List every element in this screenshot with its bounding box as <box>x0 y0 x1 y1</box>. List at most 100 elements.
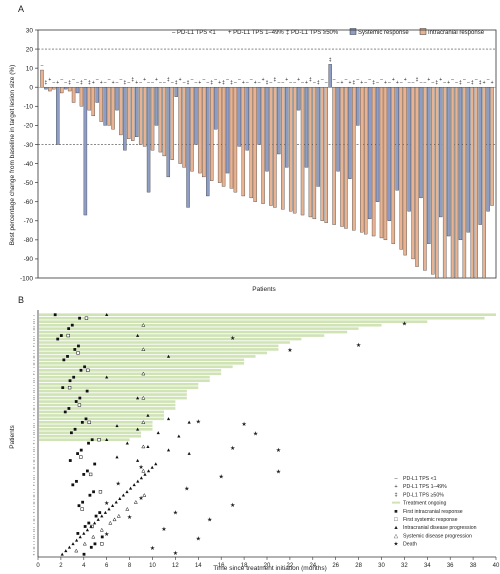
legend-label: ‡ PD-L1 TPS ≥50% <box>286 30 339 36</box>
y-tick-label: -80 <box>24 237 34 244</box>
pd-l1-marker: – <box>408 80 411 86</box>
intracranial-progression-marker <box>136 479 140 483</box>
row-pd-l1-marker: – <box>33 497 35 501</box>
intracranial-progression-marker <box>139 476 143 480</box>
pd-l1-marker: + <box>427 77 430 83</box>
first-intracranial-response-marker <box>59 334 63 337</box>
first-intracranial-response-marker <box>76 452 79 455</box>
waterfall-bar <box>56 87 60 145</box>
pd-l1-marker: – <box>104 80 107 86</box>
legend-label: First intracranial response <box>403 509 463 515</box>
pd-l1-marker: ‡ <box>266 80 269 86</box>
first-intracranial-response-marker <box>90 438 94 442</box>
first-intracranial-response-marker <box>82 552 86 556</box>
intracranial-progression-marker <box>115 424 119 428</box>
intracranial-progression-marker <box>60 552 64 556</box>
row-pd-l1-marker: – <box>33 470 35 474</box>
row-pd-l1-marker: – <box>33 324 35 328</box>
waterfall-bar <box>79 87 84 107</box>
pd-l1-marker: – <box>345 77 348 83</box>
first-intracranial-response-marker <box>62 358 66 362</box>
waterfall-bar <box>91 87 96 117</box>
systemic-progression-marker <box>116 513 121 518</box>
waterfall-bar <box>52 87 56 90</box>
waterfall-bar <box>83 87 88 216</box>
waterfall-bar <box>269 87 273 206</box>
y-tick-label: -50 <box>24 180 34 187</box>
row-pd-l1-marker: – <box>33 522 35 526</box>
intracranial-progression-marker <box>78 535 82 539</box>
pd-l1-marker: ‡ <box>459 80 462 86</box>
y-tick-label: -30 <box>24 142 34 149</box>
waterfall-bar <box>344 87 348 229</box>
row-pd-l1-marker: + <box>33 345 35 349</box>
legend-label: Systemic response <box>358 30 409 36</box>
y-tick-label: -90 <box>24 256 34 263</box>
row-pd-l1-marker: – <box>33 411 35 415</box>
pd-l1-marker: ‡ <box>372 80 375 86</box>
first-intracranial-response-marker <box>73 427 77 431</box>
pd-l1-marker: + <box>447 80 450 86</box>
pd-l1-marker: – <box>364 80 367 86</box>
y-tick-label: -10 <box>24 104 34 111</box>
pd-l1-marker: – <box>420 80 423 86</box>
intracranial-progression-marker <box>115 455 119 459</box>
x-tick-label: 30 <box>378 563 385 569</box>
pd-l1-marker: – <box>270 80 273 86</box>
intracranial-progression-marker <box>154 462 158 466</box>
first-intracranial-response-marker <box>88 493 92 497</box>
x-tick-label: 26 <box>332 563 339 569</box>
x-tick-label: 0 <box>36 563 40 569</box>
pd-l1-marker: + <box>396 80 399 86</box>
waterfall-bar <box>383 87 388 241</box>
waterfall-bar <box>48 87 52 92</box>
pd-l1-marker: – <box>202 77 205 83</box>
intracranial-progression-marker <box>71 542 75 546</box>
systemic-progression-marker <box>142 493 147 497</box>
first-intracranial-response-marker <box>71 483 75 487</box>
systemic-progression-marker <box>141 347 146 351</box>
pd-l1-marker: – <box>487 77 490 83</box>
waterfall-bar <box>435 87 439 279</box>
waterfall-bar <box>213 87 218 130</box>
row-pd-l1-marker: – <box>33 525 35 529</box>
waterfall-bar <box>261 87 265 204</box>
row-pd-l1-marker: – <box>33 532 35 536</box>
first-intracranial-response-marker <box>72 375 76 379</box>
legend-symbol: ■ <box>394 509 398 515</box>
intracranial-progression-marker <box>166 354 171 358</box>
waterfall-bar <box>403 87 407 256</box>
first-intracranial-response-marker <box>75 479 78 483</box>
waterfall-bar <box>225 87 230 174</box>
pd-l1-marker: ‡ <box>123 80 126 86</box>
pd-l1-marker: + <box>483 80 486 86</box>
waterfall-bar <box>399 87 403 250</box>
first-intracranial-response-marker <box>77 344 80 348</box>
systemic-progression-marker <box>112 517 117 522</box>
row-pd-l1-marker: – <box>33 445 35 449</box>
waterfall-bar <box>190 87 194 172</box>
legend-label: Death <box>403 542 417 548</box>
intracranial-progression-marker <box>146 469 151 473</box>
pd-l1-marker: – <box>238 77 241 83</box>
waterfall-bar <box>75 87 80 94</box>
intracranial-progression-marker <box>136 396 140 400</box>
waterfall-bar <box>324 87 328 223</box>
row-pd-l1-marker: – <box>33 435 35 439</box>
pd-l1-marker: – <box>356 77 359 83</box>
pd-l1-marker: – <box>321 77 324 83</box>
waterfall-bar <box>40 69 44 88</box>
intracranial-progression-marker <box>100 514 104 518</box>
pd-l1-marker: – <box>337 80 340 86</box>
row-pd-l1-marker: – <box>33 358 35 362</box>
first-intracranial-response-marker <box>87 441 90 445</box>
x-tick-label: 20 <box>264 563 271 569</box>
pd-l1-marker: + <box>360 80 363 86</box>
row-pd-l1-marker: – <box>33 386 35 390</box>
x-tick-label: 38 <box>470 563 477 569</box>
waterfall-bar <box>490 87 494 206</box>
waterfall-bar <box>375 87 380 202</box>
row-pd-l1-marker: ‡ <box>33 355 35 359</box>
waterfall-bar <box>486 87 490 212</box>
row-pd-l1-marker: + <box>33 414 35 418</box>
